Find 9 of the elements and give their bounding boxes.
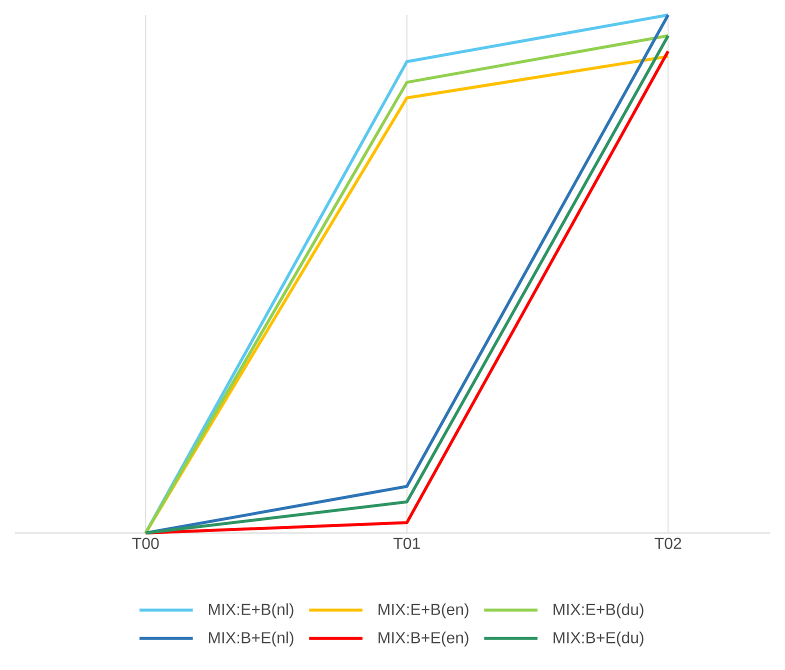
legend-label: MIX:B+E(nl) <box>208 632 294 646</box>
x-tick-label: T01 <box>393 538 420 550</box>
legend-label: MIX:B+E(en) <box>378 632 468 646</box>
x-tick-label: T02 <box>654 538 682 550</box>
legend-label: MIX:E+B(du) <box>554 603 644 618</box>
x-tick-label: T00 <box>132 538 159 550</box>
legend-label: MIX:E+B(nl) <box>208 603 294 618</box>
legend-label: MIX:B+E(du) <box>554 632 644 646</box>
legend-label: MIX:E+B(en) <box>378 603 468 618</box>
